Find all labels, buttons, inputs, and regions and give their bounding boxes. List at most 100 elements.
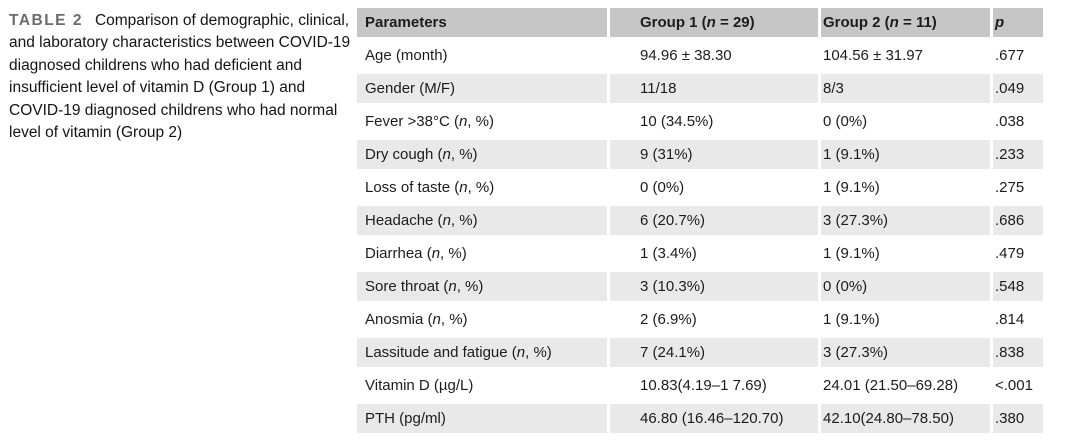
cell-group1: 1 (3.4%) (607, 239, 818, 272)
table-header: Parameters Group 1 (n = 29) Group 2 (n = 1… (357, 8, 1043, 41)
italic-symbol: n (516, 344, 526, 361)
label-text: PTH (pg/ml) (365, 410, 446, 427)
cell-p: .838 (990, 338, 1043, 371)
cell-group1: 0 (0%) (607, 173, 818, 206)
italic-symbol: n (431, 245, 441, 262)
label-text: Headache ( (365, 212, 443, 229)
cell-group2: 24.01 (21.50–69.28) (818, 371, 990, 404)
cell-parameter: Dry cough (n, %) (357, 140, 607, 173)
label-text: Parameters (365, 14, 447, 31)
label-text: , %) (525, 344, 552, 361)
cell-group1: 10.83(4.19–1 7.69) (607, 371, 818, 404)
table-row: Fever >38°C (n, %) 10 (34.5%) 0 (0%) .038 (357, 107, 1043, 140)
cell-p: .233 (990, 140, 1043, 173)
italic-symbol: p (995, 14, 1005, 31)
cell-group2: 104.56 ± 31.97 (818, 41, 990, 74)
cell-group2: 0 (0%) (818, 272, 990, 305)
italic-symbol: n (442, 146, 451, 163)
cell-p: .548 (990, 272, 1043, 305)
table-caption-text: Comparison of demographic, clinical, and… (9, 12, 351, 142)
table-row: Headache (n, %) 6 (20.7%) 3 (27.3%) .686 (357, 206, 1043, 239)
label-text: , %) (450, 146, 478, 163)
italic-symbol: n (458, 113, 468, 130)
table-body: Age (month) 94.96 ± 38.30 104.56 ± 31.97.6… (357, 41, 1043, 437)
cell-p: <.001 (990, 371, 1043, 404)
label-text: , %) (440, 245, 467, 262)
comparison-table: Parameters Group 1 (n = 29) Group 2 (n = 1… (357, 8, 1043, 437)
cell-p: .814 (990, 305, 1043, 338)
table-row: Vitamin D (µg/L) 10.83(4.19–1 7.69) 24.01 … (357, 371, 1043, 404)
cell-p: .686 (990, 206, 1043, 239)
cell-parameter: Diarrhea (n, %) (357, 239, 607, 272)
label-text: Anosmia ( (365, 311, 433, 328)
cell-parameter: Sore throat (n, %) (357, 272, 607, 305)
italic-symbol: n (442, 212, 451, 229)
cell-parameter: Fever >38°C (n, %) (357, 107, 607, 140)
table-header-row: Parameters Group 1 (n = 29) Group 2 (n = 1… (357, 8, 1043, 41)
label-text: = 29) (715, 14, 755, 31)
table-row: Dry cough (n, %) 9 (31%) 1 (9.1%) .233 (357, 140, 1043, 173)
cell-group2: 0 (0%) (818, 107, 990, 140)
cell-group1: 94.96 ± 38.30 (607, 41, 818, 74)
cell-p: .049 (990, 74, 1043, 107)
cell-group2: 8/3 (818, 74, 990, 107)
label-text: Diarrhea ( (365, 245, 432, 262)
italic-symbol: n (459, 179, 468, 196)
label-text: Lassitude and fatigue ( (365, 344, 517, 361)
label-text: , %) (450, 212, 478, 229)
table-row: Age (month) 94.96 ± 38.30 104.56 ± 31.97.6… (357, 41, 1043, 74)
label-text: Sore throat ( (365, 278, 449, 295)
label-text: Gender (M/F) (365, 80, 456, 97)
table-row: Loss of taste (n, %) 0 (0%) 1 (9.1%) .275 (357, 173, 1043, 206)
table-row: Anosmia (n, %) 2 (6.9%) 1 (9.1%) .814 (357, 305, 1043, 338)
cell-group2: 3 (27.3%) (818, 206, 990, 239)
cell-group2: 1 (9.1%) (818, 140, 990, 173)
column-header-group2: Group 2 (n = 11) (818, 8, 990, 41)
label-text: Age (month) (365, 47, 448, 64)
cell-parameter: Gender (M/F) (357, 74, 607, 107)
label-text: , %) (467, 179, 495, 196)
cell-p: .677 (990, 41, 1043, 74)
column-header-parameters: Parameters (357, 8, 607, 41)
cell-parameter: PTH (pg/ml) (357, 404, 607, 437)
cell-group2: 42.10(24.80–78.50) (818, 404, 990, 437)
cell-group1: 10 (34.5%) (607, 107, 818, 140)
label-text: Group 2 ( (823, 14, 890, 31)
label-text: Loss of taste ( (365, 179, 460, 196)
cell-p: .380 (990, 404, 1043, 437)
cell-parameter: Anosmia (n, %) (357, 305, 607, 338)
table-row: PTH (pg/ml) 46.80 (16.46–120.70) 42.10(24.… (357, 404, 1043, 437)
cell-group1: 46.80 (16.46–120.70) (607, 404, 818, 437)
label-text: Group 1 ( (640, 14, 707, 31)
label-text: Fever >38°C ( (365, 113, 459, 130)
label-text: , %) (467, 113, 494, 130)
label-text: Vitamin D (µg/L) (365, 377, 474, 394)
italic-symbol: n (432, 311, 441, 328)
cell-group2: 1 (9.1%) (818, 305, 990, 338)
italic-symbol: n (448, 278, 457, 295)
cell-group2: 1 (9.1%) (818, 239, 990, 272)
cell-p: .275 (990, 173, 1043, 206)
table-caption-label: TABLE 2 (9, 12, 83, 29)
italic-symbol: n (706, 14, 716, 31)
cell-parameter: Age (month) (357, 41, 607, 74)
table-row: Diarrhea (n, %) 1 (3.4%) 1 (9.1%) .479 (357, 239, 1043, 272)
label-text: , %) (440, 311, 468, 328)
cell-parameter: Vitamin D (µg/L) (357, 371, 607, 404)
cell-group2: 1 (9.1%) (818, 173, 990, 206)
column-header-p: p (990, 8, 1043, 41)
table-caption: TABLE 2 Comparison of demographic, clinic… (9, 10, 353, 144)
cell-parameter: Headache (n, %) (357, 206, 607, 239)
cell-group1: 11/18 (607, 74, 818, 107)
label-text: = 11) (898, 14, 937, 31)
cell-group1: 3 (10.3%) (607, 272, 818, 305)
cell-p: .479 (990, 239, 1043, 272)
cell-group1: 6 (20.7%) (607, 206, 818, 239)
column-header-group1: Group 1 (n = 29) (607, 8, 818, 41)
cell-group1: 2 (6.9%) (607, 305, 818, 338)
italic-symbol: n (889, 14, 899, 31)
label-text: , %) (456, 278, 484, 295)
cell-group2: 3 (27.3%) (818, 338, 990, 371)
table-row: Sore throat (n, %) 3 (10.3%) 0 (0%) .548 (357, 272, 1043, 305)
